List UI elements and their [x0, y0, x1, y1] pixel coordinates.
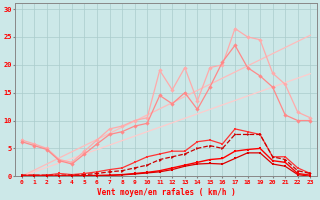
- X-axis label: Vent moyen/en rafales ( km/h ): Vent moyen/en rafales ( km/h ): [97, 188, 236, 197]
